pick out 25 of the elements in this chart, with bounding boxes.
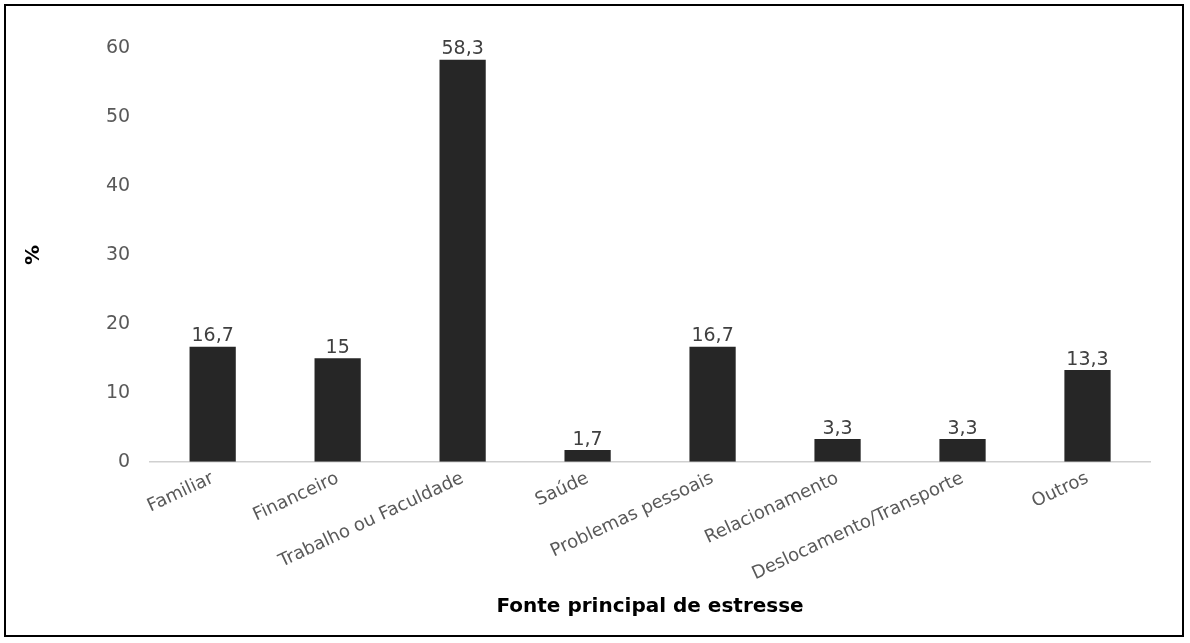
data-label: 3,3 bbox=[822, 415, 853, 438]
y-tick-label: 40 bbox=[105, 172, 131, 195]
y-tick-label: 20 bbox=[105, 310, 131, 333]
data-label: 15 bbox=[325, 334, 350, 357]
x-axis-title: Fonte principal de estresse bbox=[496, 593, 804, 618]
y-axis-title: % bbox=[20, 244, 45, 265]
bar bbox=[189, 346, 236, 462]
bar bbox=[564, 450, 611, 462]
data-label: 58,3 bbox=[441, 36, 484, 59]
data-label: 1,7 bbox=[572, 426, 603, 449]
y-tick-label: 0 bbox=[118, 448, 131, 471]
data-label: 16,7 bbox=[191, 323, 234, 346]
bar bbox=[1064, 370, 1111, 462]
y-tick-label: 10 bbox=[105, 379, 131, 402]
data-label: 13,3 bbox=[1066, 346, 1109, 369]
bar bbox=[939, 439, 986, 462]
bar bbox=[314, 358, 361, 462]
bar bbox=[814, 439, 861, 462]
y-tick-label: 30 bbox=[105, 241, 131, 264]
bar bbox=[439, 59, 486, 462]
data-label: 16,7 bbox=[691, 323, 734, 346]
data-label: 3,3 bbox=[947, 415, 978, 438]
y-tick-label: 50 bbox=[105, 103, 131, 126]
y-tick-label: 60 bbox=[105, 34, 131, 57]
bar bbox=[689, 346, 736, 462]
